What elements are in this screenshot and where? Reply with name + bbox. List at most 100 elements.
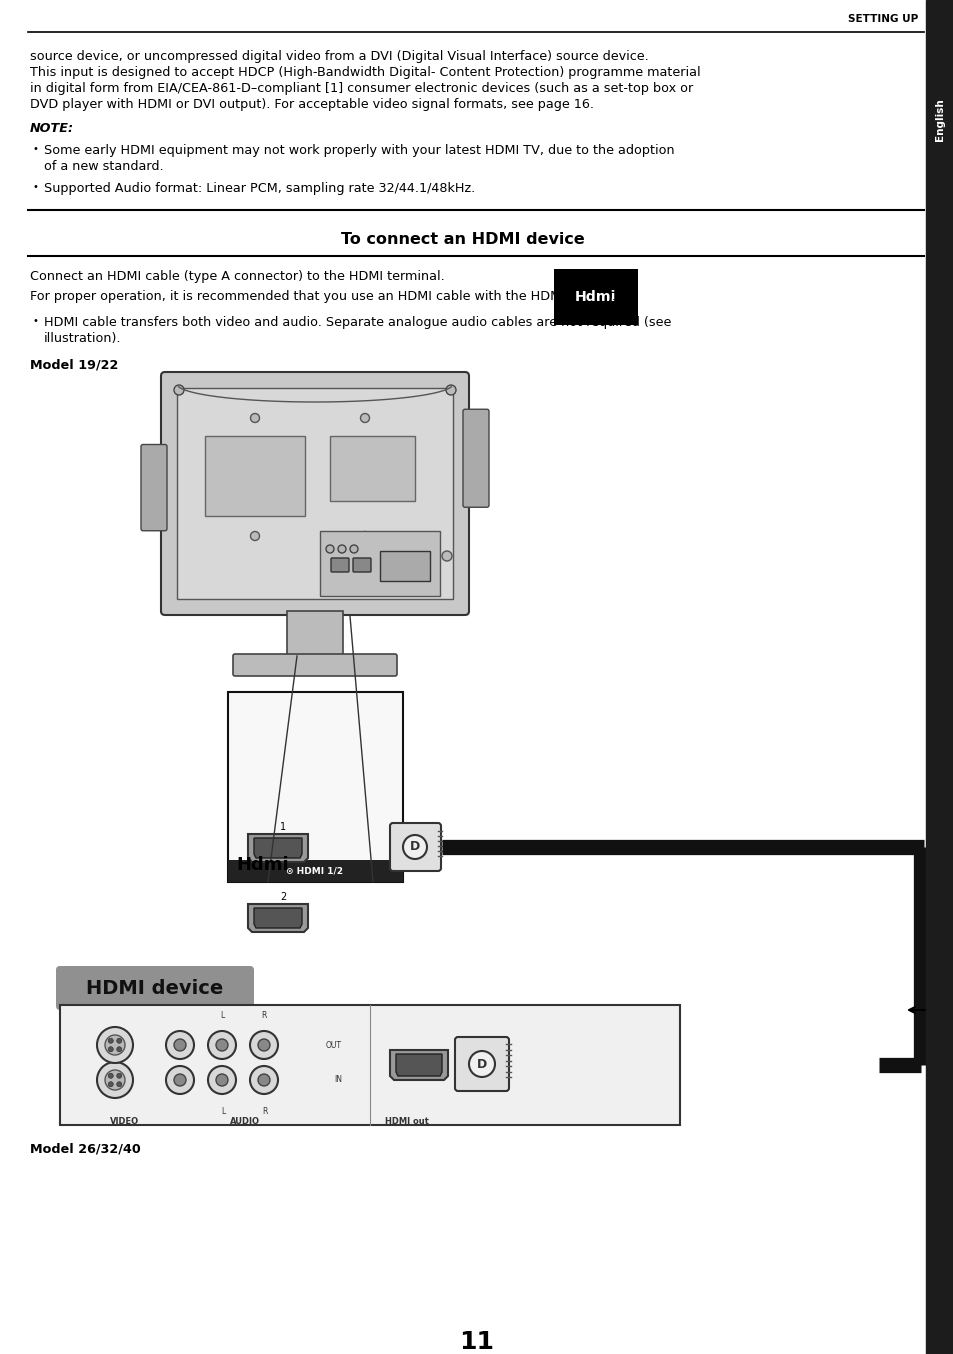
- Bar: [228, 860, 402, 881]
- Polygon shape: [395, 1053, 441, 1076]
- Text: DVD player with HDMI or DVI output). For acceptable video signal formats, see pa: DVD player with HDMI or DVI output). For…: [30, 97, 594, 111]
- Text: ).: ).: [606, 290, 616, 303]
- Circle shape: [350, 546, 357, 552]
- Text: in digital form from EIA/CEA-861-D–compliant [1] consumer electronic devices (su: in digital form from EIA/CEA-861-D–compl…: [30, 83, 693, 95]
- Bar: [319, 531, 439, 596]
- Text: L: L: [219, 1011, 224, 1020]
- Circle shape: [97, 1062, 132, 1098]
- FancyBboxPatch shape: [161, 372, 469, 615]
- Text: AUDIO: AUDIO: [230, 1117, 260, 1127]
- Bar: [925, 0, 953, 1354]
- Polygon shape: [390, 1049, 448, 1080]
- Bar: [330, 436, 415, 501]
- Text: For proper operation, it is recommended that you use an HDMI cable with the HDMI: For proper operation, it is recommended …: [30, 290, 608, 303]
- Text: 11: 11: [459, 1330, 494, 1354]
- FancyBboxPatch shape: [390, 823, 440, 871]
- Circle shape: [108, 1082, 113, 1087]
- Text: HDMI out: HDMI out: [385, 1117, 429, 1127]
- Circle shape: [215, 1039, 228, 1051]
- Text: SETTING UP: SETTING UP: [847, 14, 917, 24]
- Text: Hdmi: Hdmi: [235, 856, 289, 873]
- Text: of a new standard.: of a new standard.: [44, 160, 164, 173]
- Text: Hdmi: Hdmi: [575, 290, 616, 305]
- Circle shape: [251, 413, 259, 422]
- FancyBboxPatch shape: [462, 409, 489, 508]
- Text: NOTE:: NOTE:: [30, 122, 74, 135]
- Bar: [60, 1005, 679, 1125]
- Text: IN: IN: [334, 1075, 341, 1085]
- FancyBboxPatch shape: [233, 654, 396, 676]
- FancyBboxPatch shape: [141, 444, 167, 531]
- Text: Connect an HDMI cable (type A connector) to the HDMI terminal.: Connect an HDMI cable (type A connector)…: [30, 269, 444, 283]
- Circle shape: [173, 1039, 186, 1051]
- Circle shape: [116, 1082, 122, 1087]
- Circle shape: [105, 1070, 125, 1090]
- Text: R: R: [261, 1011, 267, 1020]
- Bar: [287, 611, 343, 655]
- Text: Model 19/22: Model 19/22: [30, 357, 118, 371]
- Polygon shape: [248, 904, 308, 932]
- Circle shape: [97, 1026, 132, 1063]
- Circle shape: [250, 1066, 277, 1094]
- Text: ⊙ HDMI 1/2: ⊙ HDMI 1/2: [286, 867, 343, 876]
- Circle shape: [116, 1074, 122, 1078]
- Circle shape: [108, 1039, 113, 1044]
- Text: •: •: [32, 315, 38, 326]
- Circle shape: [166, 1030, 193, 1059]
- Bar: [379, 551, 430, 581]
- Text: •: •: [32, 144, 38, 154]
- Text: illustration).: illustration).: [44, 332, 121, 345]
- Circle shape: [446, 385, 456, 395]
- Text: This input is designed to accept HDCP (High-Bandwidth Digital- Content Protectio: This input is designed to accept HDCP (H…: [30, 66, 700, 79]
- Text: HDMI cable transfers both video and audio. Separate analogue audio cables are no: HDMI cable transfers both video and audi…: [44, 315, 671, 329]
- Text: D: D: [476, 1057, 487, 1071]
- Circle shape: [250, 1030, 277, 1059]
- Text: 2: 2: [279, 892, 286, 902]
- FancyBboxPatch shape: [56, 965, 253, 1010]
- Text: Hdmi: Hdmi: [575, 290, 616, 305]
- Text: Model 26/32/40: Model 26/32/40: [30, 1143, 141, 1156]
- Circle shape: [469, 1051, 495, 1076]
- FancyBboxPatch shape: [455, 1037, 509, 1091]
- Text: VIDEO: VIDEO: [111, 1117, 139, 1127]
- FancyBboxPatch shape: [331, 558, 349, 571]
- Circle shape: [257, 1039, 270, 1051]
- Text: HDMI
cable
(not supplied): HDMI cable (not supplied): [948, 1001, 953, 1066]
- Text: Some early HDMI equipment may not work properly with your latest HDMI TV, due to: Some early HDMI equipment may not work p…: [44, 144, 674, 157]
- Circle shape: [326, 546, 334, 552]
- Circle shape: [402, 835, 427, 858]
- Text: OUT: OUT: [326, 1040, 341, 1049]
- Text: •: •: [32, 181, 38, 192]
- Bar: [177, 389, 453, 598]
- Text: HDMI device: HDMI device: [87, 979, 223, 998]
- Circle shape: [360, 532, 369, 540]
- Circle shape: [360, 413, 369, 422]
- Circle shape: [108, 1047, 113, 1052]
- Circle shape: [116, 1047, 122, 1052]
- Circle shape: [208, 1066, 235, 1094]
- Circle shape: [208, 1030, 235, 1059]
- FancyBboxPatch shape: [353, 558, 371, 571]
- Bar: [205, 436, 305, 516]
- Polygon shape: [253, 838, 302, 858]
- Polygon shape: [248, 834, 308, 862]
- Text: Supported Audio format: Linear PCM, sampling rate 32/44.1/48kHz.: Supported Audio format: Linear PCM, samp…: [44, 181, 475, 195]
- Circle shape: [105, 1034, 125, 1055]
- Circle shape: [215, 1074, 228, 1086]
- Polygon shape: [253, 909, 302, 927]
- Circle shape: [116, 1039, 122, 1044]
- Circle shape: [166, 1066, 193, 1094]
- Text: To connect an HDMI device: To connect an HDMI device: [341, 232, 584, 246]
- Circle shape: [173, 385, 184, 395]
- Circle shape: [337, 546, 346, 552]
- Circle shape: [173, 1074, 186, 1086]
- Circle shape: [441, 551, 452, 561]
- Circle shape: [257, 1074, 270, 1086]
- Circle shape: [251, 532, 259, 540]
- Text: 1: 1: [279, 822, 286, 831]
- Bar: [228, 692, 402, 881]
- Circle shape: [108, 1074, 113, 1078]
- Text: source device, or uncompressed digital video from a DVI (Digital Visual Interfac: source device, or uncompressed digital v…: [30, 50, 648, 64]
- Text: D: D: [410, 841, 419, 853]
- Text: R: R: [262, 1108, 268, 1116]
